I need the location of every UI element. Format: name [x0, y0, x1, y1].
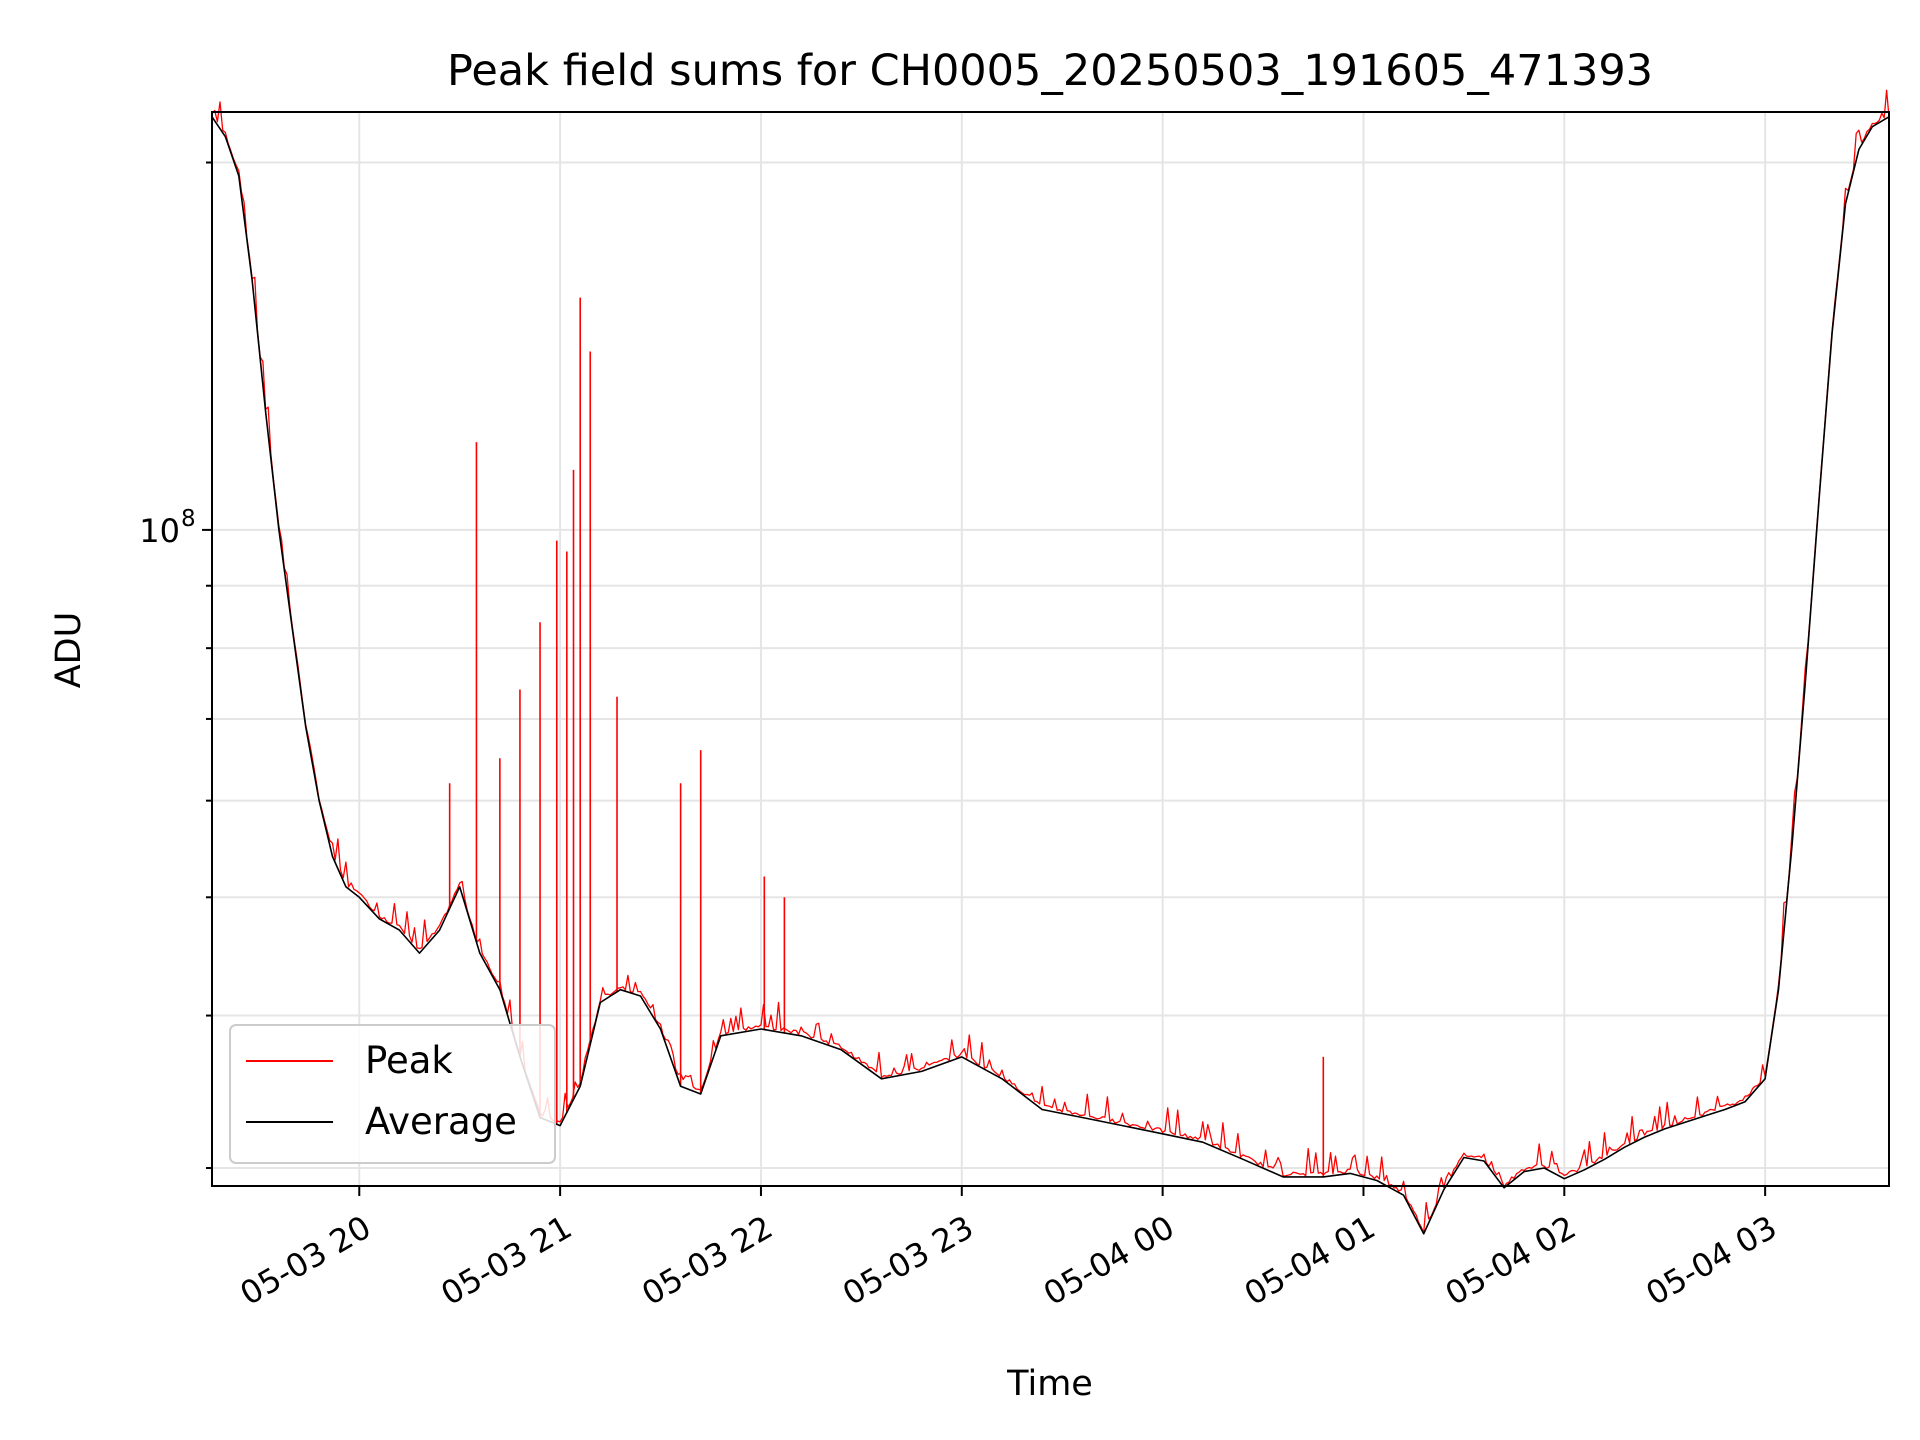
- legend: Peak Average: [229, 1024, 556, 1164]
- y-axis-label: ADU: [49, 612, 89, 689]
- series-layer: [211, 89, 1890, 1235]
- y-tick-label-exponent: 8: [181, 506, 196, 532]
- grid: [212, 112, 1889, 1186]
- series-average-line: [211, 116, 1890, 1235]
- legend-box: [229, 1024, 556, 1164]
- chart-title: Peak field sums for CH0005_20250503_1916…: [447, 46, 1653, 96]
- x-axis-label: Time: [1006, 1364, 1093, 1404]
- series-peak-line: [211, 89, 1890, 1234]
- legend-label-peak: Peak: [365, 1039, 453, 1082]
- legend-label-average: Average: [365, 1100, 517, 1143]
- y-tick-label-1e8: 10 8: [139, 506, 195, 550]
- y-tick-label-base: 10: [139, 512, 180, 550]
